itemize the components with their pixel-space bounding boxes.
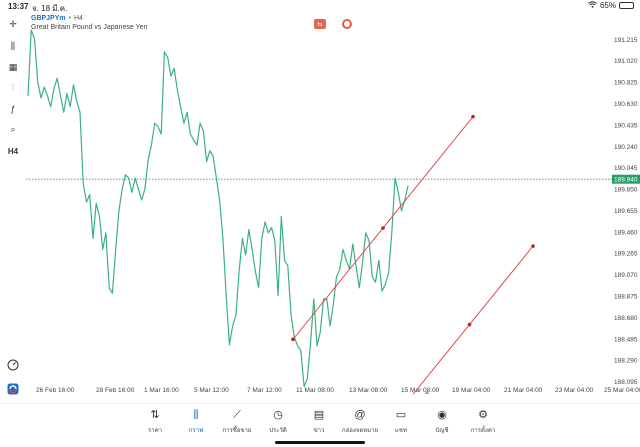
x-tick-label: 1 Mar 16:00 [144,387,179,394]
home-indicator [275,441,365,444]
nav-settings[interactable]: ⚙ การตั้งค่า [463,409,503,435]
x-tick-label: 28 Feb 16:00 [96,387,135,394]
x-tick-label: 19 Mar 04:00 [452,387,491,394]
symbol-name[interactable]: GBPJPYm [31,15,66,22]
symbol-description: Great Britain Pound vs Japanese Yen [31,24,148,31]
history-icon: ◷ [273,409,283,421]
y-tick-label: 188.485 [614,336,638,343]
x-tick-label: 25 Mar 04:00 [604,387,640,394]
header-separator: • [68,15,72,22]
x-tick-label: 21 Mar 04:00 [504,387,543,394]
candles-icon: ⫼ [193,409,199,421]
timeframe-label[interactable]: H4 [7,146,19,156]
status-time: 13:37 [8,2,29,11]
at-icon: @ [354,409,366,421]
event-marker-icon [424,391,430,394]
y-tick-label: 188.680 [614,315,638,322]
x-tick-label: 7 Mar 12:00 [247,387,282,394]
x-tick-label: 13 Mar 08:00 [349,387,388,394]
trend-line-anchor [381,226,385,230]
function-icon[interactable]: ƒ [10,104,16,114]
shapes-icon[interactable]: ⌕ [10,123,16,134]
y-tick-label: 189.850 [614,187,638,194]
trade-circle-icon[interactable] [342,19,352,29]
nav-label: การตั้งค่า [470,428,496,434]
nav-account[interactable]: ◉ บัญชี [422,409,462,435]
nav-label: ประวัติ [269,428,287,434]
nav-label: ราคา [148,428,162,434]
y-tick-label: 189.655 [614,208,638,215]
candles-icon[interactable]: ⫼ [10,40,16,51]
y-tick-label: 191.020 [614,58,638,65]
y-tick-label: 190.045 [614,165,638,172]
status-bar: 13:37 จ. 18 มี.ค. 65% [0,0,640,13]
nav-chart[interactable]: ⫼ กราฟ [176,409,216,435]
y-tick-label: 188.095 [614,379,638,386]
y-tick-label: 188.875 [614,294,638,301]
crosshair-icon[interactable]: ✛ [9,18,17,29]
nav-label: บัญชี [435,428,449,434]
nav-history[interactable]: ◷ ประวัติ [258,409,298,435]
current-price-label: 189.940 [614,177,638,184]
chart-top-icons: ⇆ [314,19,352,29]
x-tick-label: 11 Mar 08:00 [296,387,334,394]
y-tick-label: 190.825 [614,80,638,87]
price-chart[interactable]: 191.215 191.020 190.825 190.630 190.435 190.2… [26,26,640,394]
y-tick-label: 190.240 [614,144,638,151]
trend-line-anchor [467,322,472,327]
app-logo-icon[interactable] [6,382,20,396]
trend-line-anchor [471,114,475,119]
wifi-icon [588,1,597,10]
trend-line-anchor [531,244,535,248]
nav-chat[interactable]: ▭ แชท [381,409,421,435]
sliders-icon[interactable]: ⫶ [11,81,15,92]
bottom-nav: ⇅ ราคา ⫼ กราฟ ⟋ การซื้อขาย ◷ ประวัติ ▤ ข่าว @ กล่อง… [0,403,640,447]
x-tick-label: 23 Mar 04:00 [555,387,594,394]
arrows-icon: ⇅ [150,409,160,421]
y-tick-label: 190.630 [614,101,638,108]
trend-line-anchor [291,337,295,342]
nav-label: การซื้อขาย [222,428,252,434]
y-tick-label: 188.290 [614,358,638,365]
nav-mailbox[interactable]: @ กล่องจดหมาย [340,409,380,435]
x-tick-label: 26 Feb 16:00 [36,387,75,394]
x-tick-label: 15 Mar 08:00 [401,387,440,394]
nav-label: แชท [395,428,407,434]
timeframe-label[interactable]: H4 [73,15,83,22]
y-tick-label: 189.265 [614,251,638,258]
price-series-line [27,29,409,388]
one-click-trading-icon[interactable]: ⇆ [314,19,326,29]
battery-icon [619,2,634,9]
news-icon: ▤ [313,409,325,421]
y-tick-label: 191.215 [614,37,638,44]
status-date: จ. 18 มี.ค. [32,4,68,13]
speedometer-icon[interactable] [6,358,20,372]
account-icon: ◉ [437,409,447,421]
nav-quotes[interactable]: ⇅ ราคา [135,409,175,435]
chat-icon: ▭ [395,409,407,421]
nav-news[interactable]: ▤ ข่าว [299,409,339,435]
nav-label: ข่าว [313,428,325,434]
trend-line [412,245,534,394]
battery-percent: 65% [599,1,616,10]
chart-header: GBPJPYm • H4 Great Britain Pound vs Japa… [31,14,147,32]
current-price-badge [612,174,640,184]
nav-label: กล่องจดหมาย [341,428,379,434]
nav-trade[interactable]: ⟋ การซื้อขาย [217,409,257,435]
status-right: 65% [588,1,634,10]
gear-icon: ⚙ [478,409,488,421]
y-tick-label: 189.070 [614,272,638,279]
x-tick-label: 5 Mar 12:00 [194,387,229,394]
indicators-icon[interactable]: ▦ [8,61,18,72]
trade-chart-icon: ⟋ [233,409,241,421]
nav-label: กราฟ [188,428,204,434]
y-tick-label: 189.460 [614,229,638,236]
y-tick-label: 190.435 [614,122,638,129]
